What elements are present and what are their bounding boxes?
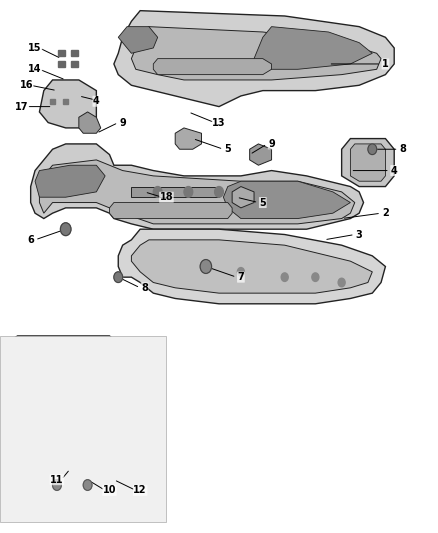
Circle shape	[83, 480, 92, 490]
Bar	[58, 50, 65, 56]
Text: 14: 14	[28, 64, 42, 74]
Polygon shape	[153, 59, 272, 75]
Polygon shape	[35, 458, 140, 512]
Text: 5: 5	[224, 144, 231, 154]
Circle shape	[60, 223, 71, 236]
Circle shape	[53, 480, 61, 490]
Polygon shape	[131, 187, 219, 197]
Polygon shape	[254, 27, 372, 69]
Polygon shape	[110, 203, 232, 219]
Circle shape	[153, 187, 162, 197]
Polygon shape	[39, 80, 96, 128]
Text: 4: 4	[391, 166, 398, 175]
Polygon shape	[79, 112, 101, 133]
Polygon shape	[175, 128, 201, 149]
Polygon shape	[31, 144, 364, 229]
Polygon shape	[44, 464, 131, 506]
Text: 10: 10	[103, 486, 116, 495]
Polygon shape	[118, 229, 385, 304]
Text: 8: 8	[141, 283, 148, 293]
Text: 8: 8	[399, 144, 406, 154]
Circle shape	[114, 272, 123, 282]
Text: 13: 13	[212, 118, 226, 127]
Text: 17: 17	[15, 102, 28, 111]
Text: 9: 9	[268, 139, 275, 149]
Text: 9: 9	[119, 118, 126, 127]
Polygon shape	[131, 240, 372, 293]
Text: 15: 15	[28, 43, 42, 53]
Circle shape	[281, 273, 288, 281]
Polygon shape	[350, 144, 385, 181]
Text: 11: 11	[50, 475, 64, 484]
Text: 16: 16	[20, 80, 33, 90]
Text: 1: 1	[382, 59, 389, 69]
Polygon shape	[223, 181, 350, 219]
Polygon shape	[114, 11, 394, 107]
Bar	[71, 50, 78, 56]
Circle shape	[215, 187, 223, 197]
Text: 7: 7	[237, 272, 244, 282]
Polygon shape	[131, 27, 381, 80]
Text: 2: 2	[382, 208, 389, 218]
Bar	[63, 99, 68, 104]
Text: 4: 4	[93, 96, 100, 106]
Polygon shape	[118, 27, 158, 53]
Text: 3: 3	[356, 230, 363, 239]
Circle shape	[338, 278, 345, 287]
Circle shape	[237, 268, 244, 276]
Text: 18: 18	[159, 192, 173, 202]
Polygon shape	[9, 336, 131, 437]
Circle shape	[200, 260, 212, 273]
Polygon shape	[39, 160, 355, 224]
Circle shape	[368, 144, 377, 155]
Polygon shape	[250, 144, 272, 165]
Text: 6: 6	[27, 235, 34, 245]
Text: 5: 5	[259, 198, 266, 207]
Text: 12: 12	[134, 486, 147, 495]
Circle shape	[184, 187, 193, 197]
Bar	[0, 336, 166, 522]
Bar	[71, 61, 78, 67]
Circle shape	[312, 273, 319, 281]
Polygon shape	[232, 187, 254, 208]
Bar	[50, 99, 55, 104]
Polygon shape	[342, 139, 394, 187]
Polygon shape	[35, 165, 105, 197]
Bar	[58, 61, 65, 67]
